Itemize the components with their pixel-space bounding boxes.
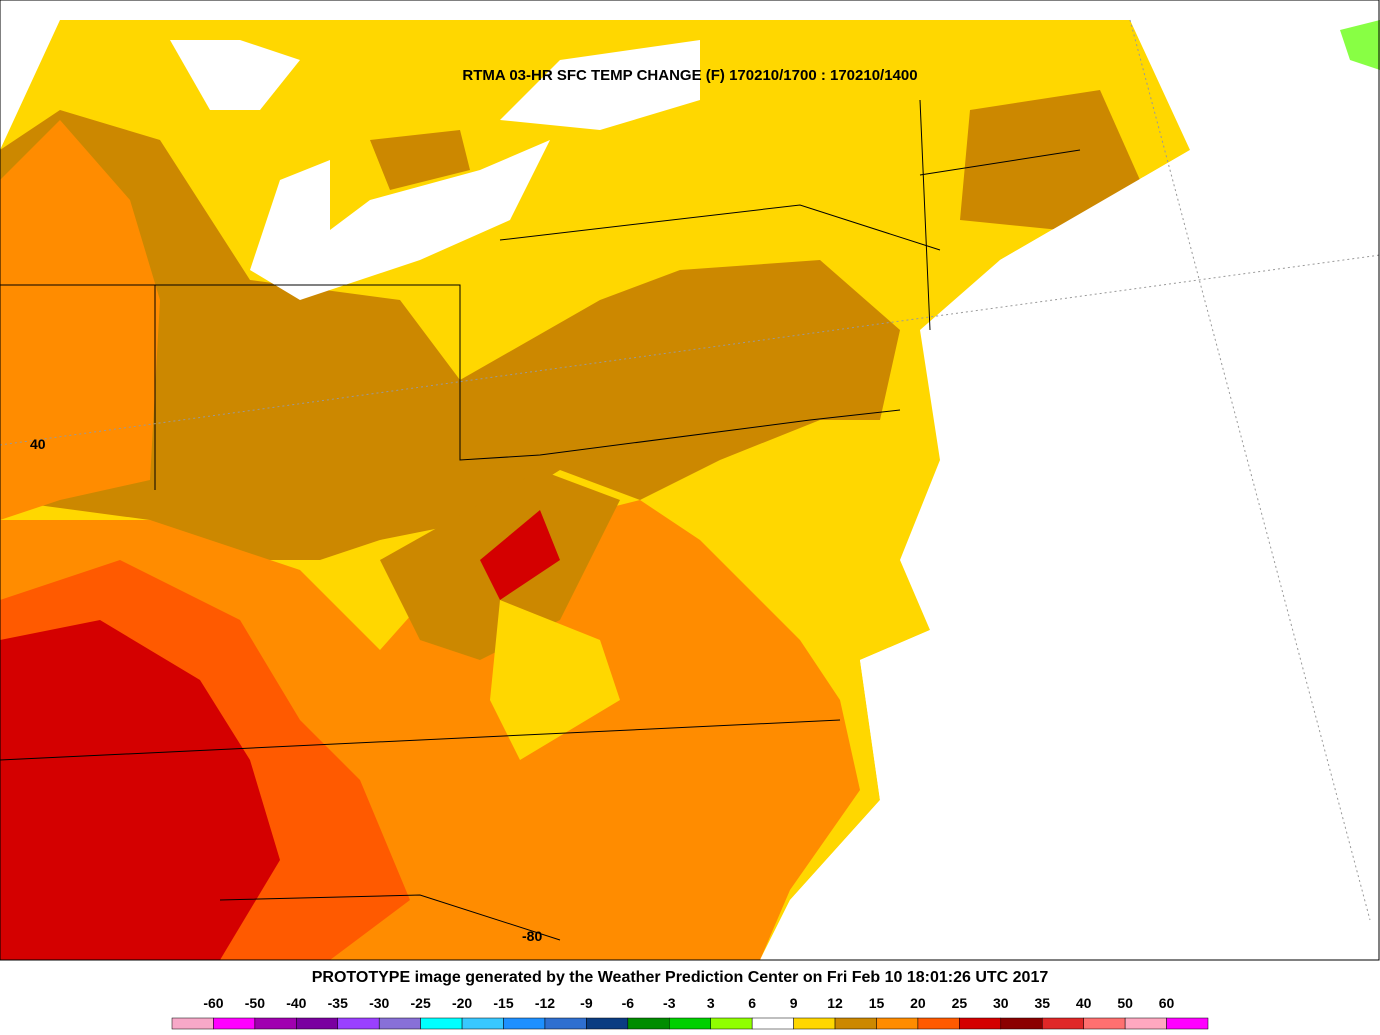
legend-swatch — [876, 1017, 919, 1030]
legend-swatch — [254, 1017, 297, 1030]
legend-label: -25 — [411, 995, 431, 1011]
legend-swatch — [1083, 1017, 1126, 1030]
region-brown — [370, 130, 470, 190]
legend-swatch — [1166, 1017, 1209, 1030]
legend-label: 30 — [993, 995, 1009, 1011]
lake — [250, 140, 550, 300]
legend-swatch — [544, 1017, 587, 1030]
lon-label: -80 — [522, 928, 542, 944]
legend-label: -9 — [580, 995, 593, 1011]
map-title: RTMA 03-HR SFC TEMP CHANGE (F) 170210/17… — [462, 67, 917, 84]
legend: -60 -50 -40 -35 -30 -25 -20 -15 -12 -9 -6 -3 3 6 9 12 15… — [171, 995, 1209, 1030]
legend-label: -60 — [203, 995, 223, 1011]
legend-label: 15 — [869, 995, 885, 1011]
legend-swatch — [378, 1017, 421, 1030]
lake — [170, 40, 300, 110]
legend-label: 40 — [1076, 995, 1092, 1011]
region-gold — [490, 600, 620, 760]
legend-label: -35 — [328, 995, 348, 1011]
legend-label: -6 — [622, 995, 635, 1011]
legend-label: -30 — [369, 995, 389, 1011]
ocean — [760, 150, 1380, 960]
lat-label: 40 — [30, 436, 46, 452]
graticule — [1129, 19, 1371, 921]
legend-swatch — [627, 1017, 670, 1030]
legend-swatch — [669, 1017, 711, 1030]
legend-label: 12 — [827, 995, 843, 1011]
legend-label: -20 — [452, 995, 472, 1011]
legend-label: 35 — [1034, 995, 1050, 1011]
legend-label: 3 — [707, 995, 715, 1011]
region-red — [480, 510, 560, 600]
legend-swatch — [710, 1017, 753, 1030]
legend-swatch — [461, 1017, 504, 1030]
legend-swatch — [834, 1017, 877, 1030]
legend-label: -50 — [245, 995, 265, 1011]
legend-label: -40 — [286, 995, 306, 1011]
legend-swatch — [1000, 1017, 1043, 1030]
graticule — [0, 254, 1380, 446]
legend-swatch — [213, 1017, 256, 1030]
legend-swatch — [337, 1017, 380, 1030]
footer: PROTOTYPE image generated by the Weather… — [312, 969, 1049, 986]
legend-swatch — [171, 1017, 214, 1030]
legend-swatch — [793, 1017, 836, 1030]
region-brown — [0, 110, 900, 560]
legend-label: 60 — [1159, 995, 1175, 1011]
region-red — [0, 620, 280, 960]
region-green — [1340, 20, 1380, 70]
legend-swatch — [1041, 1017, 1084, 1030]
region-orange — [0, 120, 160, 520]
legend-label: -3 — [663, 995, 676, 1011]
legend-swatch — [751, 1017, 794, 1030]
legend-swatch — [503, 1017, 546, 1030]
legend-label: 50 — [1117, 995, 1133, 1011]
legend-swatch — [1124, 1017, 1167, 1030]
legend-swatch — [959, 1017, 1002, 1030]
region-brown — [960, 90, 1140, 230]
legend-label: -12 — [535, 995, 555, 1011]
map-frame — [0, 0, 1380, 961]
legend-label: 20 — [910, 995, 926, 1011]
legend-label: 25 — [952, 995, 968, 1011]
lake — [500, 40, 700, 130]
legend-swatch — [586, 1017, 629, 1030]
legend-swatch — [296, 1017, 339, 1030]
legend-swatch — [420, 1017, 463, 1030]
legend-label: 6 — [748, 995, 756, 1011]
state-borders — [0, 99, 1081, 941]
legend-label: 9 — [790, 995, 798, 1011]
legend-label: -15 — [493, 995, 513, 1011]
legend-swatch — [917, 1017, 960, 1030]
